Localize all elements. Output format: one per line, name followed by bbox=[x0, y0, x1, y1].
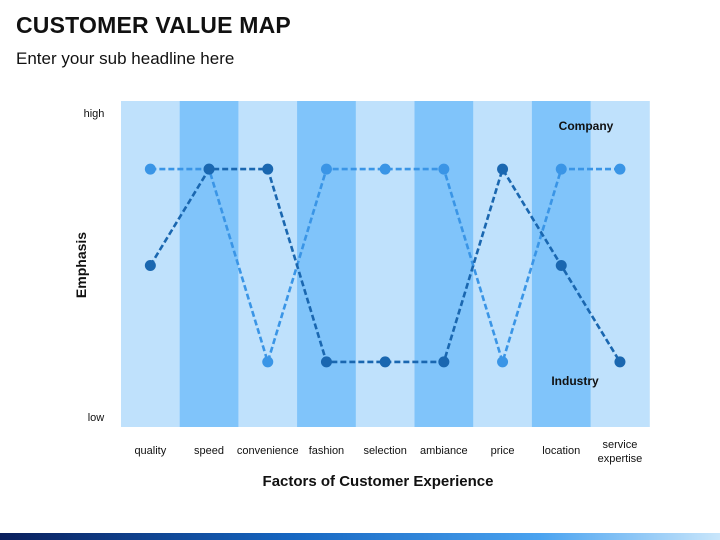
band-ambiance bbox=[414, 101, 474, 427]
series-points bbox=[144, 163, 626, 368]
point-company-fashion bbox=[320, 163, 332, 175]
point-industry-speed bbox=[203, 163, 215, 175]
series-label-industry: Industry bbox=[551, 374, 599, 388]
x-tick-convenience: convenience bbox=[237, 445, 299, 457]
page-title: CUSTOMER VALUE MAP bbox=[16, 12, 291, 38]
y-axis-label: Emphasis bbox=[73, 232, 89, 298]
y-tick-low: low bbox=[88, 412, 105, 424]
band-service-expertise bbox=[590, 101, 650, 427]
x-tick-quality: quality bbox=[134, 445, 166, 457]
series-lines bbox=[149, 165, 622, 367]
point-industry-selection bbox=[379, 356, 391, 368]
point-company-selection bbox=[379, 163, 391, 175]
point-industry-quality bbox=[144, 260, 156, 271]
x-tick-price: price bbox=[491, 445, 515, 457]
band-fashion bbox=[297, 101, 357, 427]
y-tick-high: high bbox=[84, 108, 105, 120]
x-tick-ambiance: ambiance bbox=[420, 445, 468, 457]
x-tick-labels: quality speed convenience fashion selection a… bbox=[134, 439, 642, 465]
x-tick-selection: selection bbox=[363, 445, 406, 457]
series-line-industry bbox=[149, 165, 622, 364]
footer-accent-bar bbox=[0, 533, 720, 540]
point-company-ambiance bbox=[438, 163, 450, 175]
x-tick-fashion: fashion bbox=[309, 445, 344, 457]
x-tick-service-expertise: service expertise bbox=[598, 439, 643, 465]
x-axis-label: Factors of Customer Experience bbox=[263, 473, 494, 490]
point-company-quality bbox=[144, 163, 156, 175]
point-industry-service-expertise bbox=[614, 356, 626, 368]
page-subtitle: Enter your sub headline here bbox=[16, 49, 235, 68]
band-convenience bbox=[238, 101, 298, 427]
point-industry-location bbox=[555, 260, 567, 271]
band-speed bbox=[179, 101, 239, 427]
band-price bbox=[473, 101, 533, 427]
point-company-price bbox=[497, 356, 509, 368]
category-bands bbox=[121, 101, 650, 427]
point-company-service-expertise bbox=[614, 163, 626, 175]
series-label-company: Company bbox=[559, 119, 614, 133]
band-selection bbox=[355, 101, 415, 427]
point-industry-fashion bbox=[320, 356, 332, 368]
point-company-convenience bbox=[262, 356, 274, 368]
point-company-location bbox=[555, 163, 567, 175]
x-tick-location: location bbox=[542, 445, 580, 457]
point-industry-ambiance bbox=[438, 356, 450, 368]
x-tick-speed: speed bbox=[194, 445, 224, 457]
point-industry-convenience bbox=[262, 163, 274, 175]
point-industry-price bbox=[497, 163, 509, 175]
